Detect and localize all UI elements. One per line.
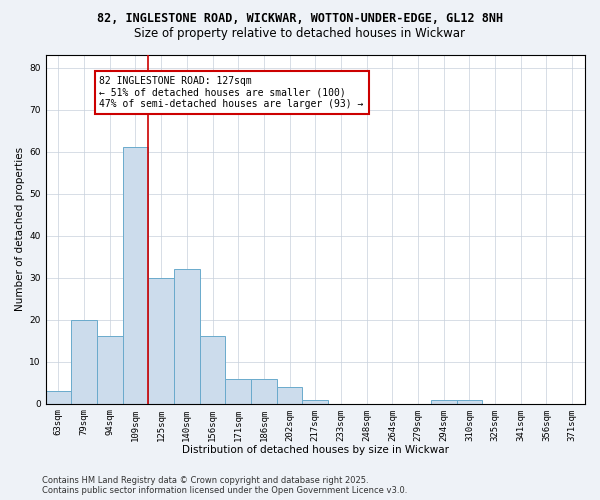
Text: 82 INGLESTONE ROAD: 127sqm
← 51% of detached houses are smaller (100)
47% of sem: 82 INGLESTONE ROAD: 127sqm ← 51% of deta… <box>100 76 364 109</box>
Bar <box>431 400 457 404</box>
Bar <box>148 278 174 404</box>
Text: Size of property relative to detached houses in Wickwar: Size of property relative to detached ho… <box>134 28 466 40</box>
Y-axis label: Number of detached properties: Number of detached properties <box>15 148 25 312</box>
Text: Contains HM Land Registry data © Crown copyright and database right 2025.
Contai: Contains HM Land Registry data © Crown c… <box>42 476 407 495</box>
Bar <box>200 336 226 404</box>
X-axis label: Distribution of detached houses by size in Wickwar: Distribution of detached houses by size … <box>182 445 449 455</box>
Bar <box>277 387 302 404</box>
Bar <box>251 378 277 404</box>
Bar <box>302 400 328 404</box>
Bar <box>46 391 71 404</box>
Bar <box>71 320 97 404</box>
Bar <box>457 400 482 404</box>
Text: 82, INGLESTONE ROAD, WICKWAR, WOTTON-UNDER-EDGE, GL12 8NH: 82, INGLESTONE ROAD, WICKWAR, WOTTON-UND… <box>97 12 503 26</box>
Bar <box>97 336 122 404</box>
Bar <box>226 378 251 404</box>
Bar <box>174 270 200 404</box>
Bar <box>122 148 148 404</box>
